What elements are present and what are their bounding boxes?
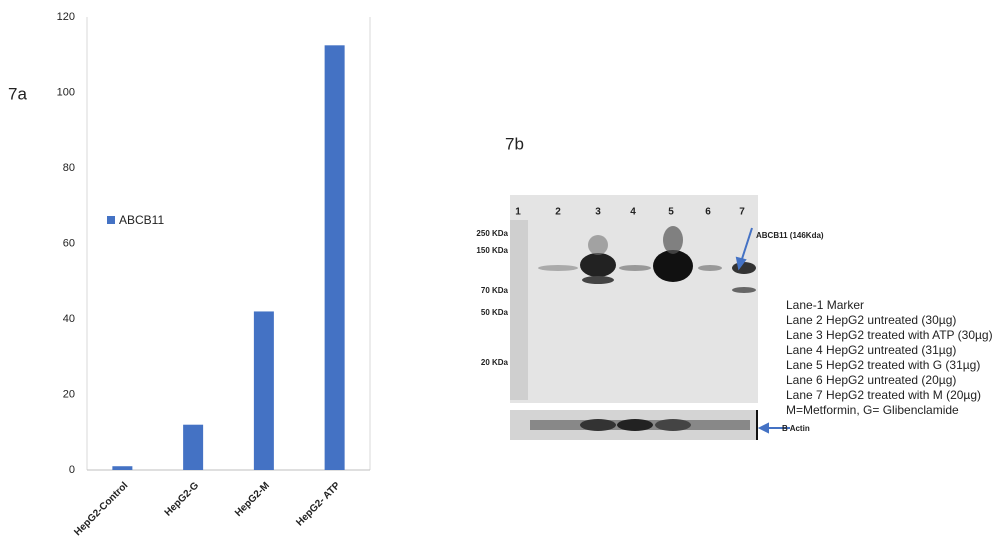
- lane-number: 2: [555, 207, 561, 218]
- x-tick-label: HepG2-M: [233, 480, 272, 519]
- legend-line: Lane 4 HepG2 untreated (31µg): [786, 343, 956, 357]
- bar: [324, 45, 345, 470]
- lane-number: 5: [668, 207, 674, 218]
- legend-line: Lane-1 Marker: [786, 298, 864, 312]
- legend-line: Lane 7 HepG2 treated with M (20µg): [786, 388, 981, 402]
- lane-number: 7: [739, 207, 745, 218]
- x-tick-label: HepG2-Control: [72, 480, 130, 538]
- y-tick-label: 60: [63, 237, 75, 249]
- y-tick-label: 40: [63, 313, 75, 325]
- plot-frame: [86, 17, 371, 471]
- y-tick-label: 80: [63, 162, 75, 174]
- y-tick-label: 100: [57, 86, 75, 98]
- y-tick-label: 120: [57, 11, 75, 23]
- lane-number: 4: [630, 207, 636, 218]
- legend-line: M=Metformin, G= Glibenclamide: [786, 403, 959, 417]
- legend-line: Lane 3 HepG2 treated with ATP (30µg): [786, 328, 993, 342]
- y-tick-label: 0: [69, 464, 75, 476]
- marker-label: 20 KDa: [481, 358, 509, 367]
- bar: [253, 311, 274, 470]
- marker-label: 150 KDa: [476, 246, 508, 255]
- legend-label: ABCB11: [119, 213, 164, 227]
- lane-number: 6: [705, 207, 711, 218]
- blot-image: [510, 195, 758, 440]
- marker-label: 70 KDa: [481, 286, 509, 295]
- panel-label: 7b: [505, 134, 524, 153]
- x-tick-label: HepG2-G: [163, 480, 202, 519]
- legend-line: Lane 5 HepG2 treated with G (31µg): [786, 358, 980, 372]
- target-label: ABCB11 (146Kda): [756, 231, 824, 240]
- y-tick-label: 20: [63, 388, 75, 400]
- panel-label: 7a: [8, 84, 27, 103]
- blot-arrows: [735, 227, 790, 434]
- legend-line: Lane 6 HepG2 untreated (20µg): [786, 373, 956, 387]
- control-label: B Actin: [782, 424, 810, 433]
- legend-line: Lane 2 HepG2 untreated (30µg): [786, 313, 956, 327]
- marker-label: 50 KDa: [481, 308, 509, 317]
- bar: [112, 466, 133, 470]
- lane-number: 1: [515, 207, 521, 218]
- lane-number: 3: [595, 207, 601, 218]
- legend-swatch: [107, 216, 115, 224]
- bar: [183, 424, 204, 470]
- x-tick-label: HepG2- ATP: [294, 480, 342, 528]
- marker-label: 250 KDa: [476, 229, 508, 238]
